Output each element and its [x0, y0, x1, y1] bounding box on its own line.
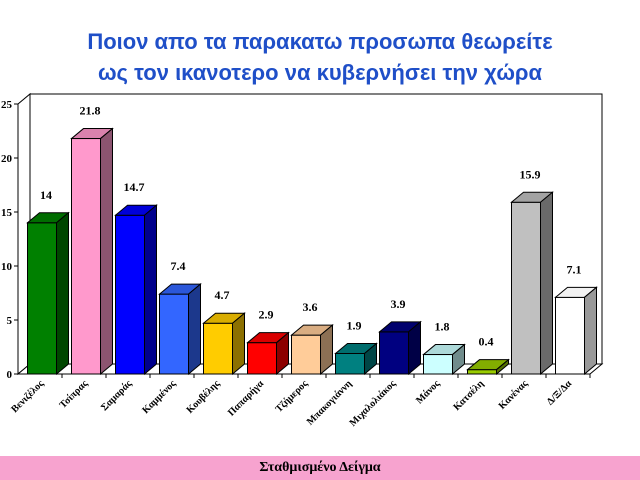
bars [26, 127, 598, 376]
chart-title-line-2: ως τον ικανοτερο να κυβερνήσει την χώρα [97, 60, 543, 85]
bar-side [452, 343, 465, 376]
value-label: 1.8 [435, 320, 450, 334]
bar-front [335, 352, 365, 375]
bar [158, 283, 202, 376]
bar [378, 320, 422, 376]
value-label: 7.4 [171, 259, 186, 273]
value-label: 7.1 [567, 262, 582, 276]
bar [554, 286, 598, 376]
bar [290, 324, 334, 376]
y-tick-label: 25 [1, 99, 13, 111]
value-label: 4.7 [215, 288, 230, 302]
x-tick-label: Τσίπρας [58, 378, 91, 411]
value-label: 3.9 [391, 297, 406, 311]
x-tick-label: Καμμένος [140, 378, 178, 416]
bar [510, 191, 554, 376]
bar [114, 204, 158, 376]
bar-front [379, 331, 409, 375]
bar-front [27, 222, 57, 375]
x-tick-label: Σαμαράς [99, 378, 135, 414]
x-tick-label: Μιχαλολιάκος [348, 378, 399, 429]
bar-side [320, 324, 333, 376]
x-tick-label: Κατσέλη [451, 378, 486, 413]
chart-title: Ποιον απο τα παρακατω προσωπα θεωρείτε ω… [0, 26, 640, 88]
x-tick-label: Κανένας [497, 378, 531, 412]
bar-side [100, 127, 113, 376]
bar-side [584, 286, 597, 376]
bar-side [56, 211, 69, 376]
bar [246, 331, 290, 376]
value-label: 21.8 [80, 104, 101, 118]
x-tick-label: Παπαρήγα [225, 377, 266, 418]
bar-side [408, 320, 421, 376]
bar-side [188, 283, 201, 376]
bar [70, 127, 114, 376]
x-axis: Βενιζέλος Τσίπρας Σαμαράς Καμμένος Κουβέλης Π… [9, 373, 591, 429]
bar [202, 312, 246, 376]
x-tick-label: Βενιζέλος [9, 378, 46, 415]
x-tick-label: Κουβέλης [185, 378, 223, 416]
x-tick-label: Τζήμερος [273, 377, 311, 415]
bar-front [291, 334, 321, 375]
chart-title-line-1: Ποιον απο τα παρακατω προσωπα θεωρείτε [87, 29, 553, 54]
value-label: 14.7 [124, 180, 145, 194]
y-tick-label: 10 [1, 261, 13, 273]
bar-side [496, 358, 509, 376]
bar-front [467, 369, 497, 375]
bar-side [276, 331, 289, 376]
bar [26, 211, 70, 376]
value-label: 14 [40, 188, 52, 202]
x-tick-label: Δ/Ξ/Δα [545, 378, 575, 408]
x-tick-label: Μπακογιάννη [305, 378, 355, 428]
y-tick-label: 20 [1, 153, 13, 165]
bar-side [540, 191, 553, 376]
x-tick-label: Μάνος [414, 378, 443, 407]
value-label: 2.9 [259, 308, 274, 322]
bar [422, 343, 466, 376]
bar-front [71, 138, 101, 375]
bar-front [203, 322, 233, 375]
y-tick-label: 5 [7, 315, 13, 327]
bar-side [232, 312, 245, 376]
bar-front [115, 214, 145, 375]
value-label: 3.6 [303, 300, 318, 314]
bar-front [423, 354, 453, 375]
footer-note: Σταθμισμένο Δείγμα [0, 456, 640, 480]
y-axis: 0 5 10 15 20 25 [1, 99, 19, 381]
bar-front [159, 293, 189, 375]
bar-side [144, 204, 157, 376]
bar [334, 342, 378, 376]
bar-front [555, 296, 585, 375]
value-label: 0.4 [479, 335, 494, 349]
bar-side [364, 342, 377, 376]
y-tick-label: 15 [1, 207, 13, 219]
bar-front [247, 342, 277, 375]
bar-front [511, 201, 541, 375]
value-label: 15.9 [520, 167, 541, 181]
value-labels: 14 21.8 14.7 7.4 4.7 2.9 3.6 1.9 3.9 1.8 0.4 15.9 7.… [40, 104, 582, 349]
value-label: 1.9 [347, 318, 362, 332]
bar [466, 358, 510, 376]
y-tick-label: 0 [7, 369, 13, 381]
